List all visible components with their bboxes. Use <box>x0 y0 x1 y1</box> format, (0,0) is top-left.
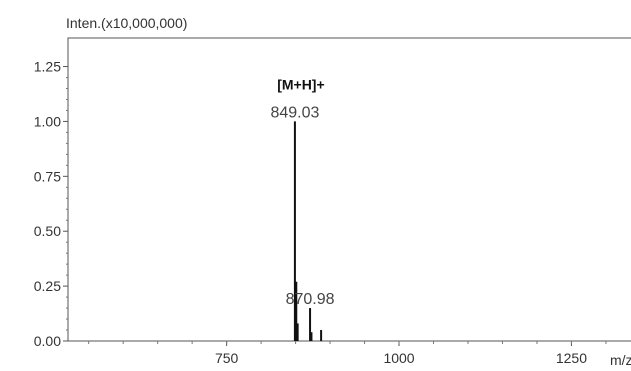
x-tick-label: 1000 <box>383 350 414 366</box>
y-tick-label: 1.25 <box>34 59 61 75</box>
x-tick-label: 1250 <box>556 350 587 366</box>
peak-mz-label: 849.03 <box>270 104 319 121</box>
y-axis-ticks: 0.00 0.25 0.50 0.75 1.00 1.25 <box>34 59 68 349</box>
y-tick-label: 0.25 <box>34 278 61 294</box>
y-tick-label: 0.50 <box>34 223 61 239</box>
y-tick-label: 1.00 <box>34 113 61 129</box>
plot-frame <box>67 37 631 342</box>
x-axis-ticks: 750 1000 1250 <box>88 341 607 366</box>
peak-mz-label: 870.98 <box>286 291 335 308</box>
y-tick-label: 0.00 <box>34 333 61 349</box>
x-axis-label: m/z <box>610 352 631 368</box>
molecular-ion-annotation: [M+H]+ <box>277 76 324 92</box>
spectrum-peaks <box>293 121 323 341</box>
y-tick-label: 0.75 <box>34 168 61 184</box>
y-axis-label: Inten.(x10,000,000) <box>66 15 187 31</box>
x-tick-label: 750 <box>215 350 239 366</box>
peak-labels: 849.03 870.98 <box>270 104 334 308</box>
